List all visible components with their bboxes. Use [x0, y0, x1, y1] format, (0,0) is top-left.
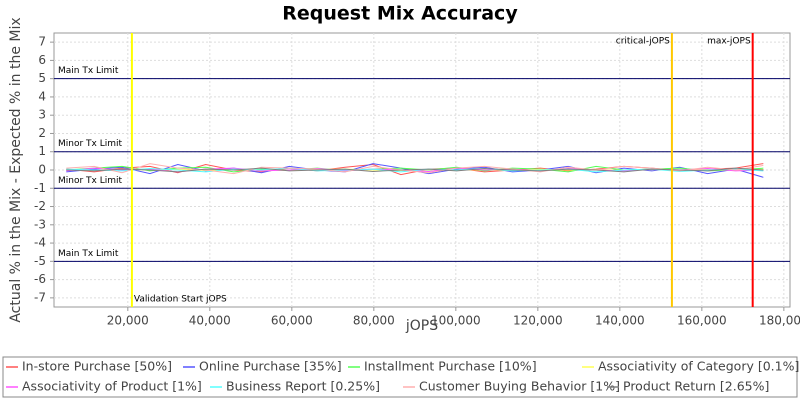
x-tick-label: 60,000	[271, 314, 313, 328]
marker-label: Validation Start jOPS	[134, 295, 227, 305]
y-tick-label: 4	[38, 89, 46, 103]
legend-label: Associativity of Category [0.1%]	[598, 359, 799, 374]
series-line	[66, 167, 764, 173]
legend-label: Customer Buying Behavior [1%]	[419, 379, 620, 394]
y-tick-label: -1	[34, 181, 46, 195]
x-tick-label: 140,000	[595, 314, 645, 328]
series-line	[66, 163, 764, 175]
limit-label: Minor Tx Limit	[58, 176, 123, 186]
y-tick-label: -6	[34, 272, 46, 286]
chart-title: Request Mix Accuracy	[282, 3, 518, 25]
legend-label: In-store Purchase [50%]	[22, 359, 172, 374]
y-tick-label: 2	[38, 126, 46, 140]
legend-label: Online Purchase [35%]	[199, 359, 342, 374]
legend-box	[2, 356, 798, 398]
legend-label: Associativity of Product [1%]	[22, 379, 202, 394]
x-tick-label: 120,000	[513, 314, 563, 328]
limit-label: Minor Tx Limit	[58, 139, 123, 149]
legend-label: Business Report [0.25%]	[226, 379, 380, 394]
y-axis-label: Actual % in the Mix - Expected % in the …	[8, 17, 24, 322]
marker-label: max-jOPS	[707, 37, 751, 47]
x-tick-label: 80,000	[353, 314, 395, 328]
y-tick-label: -5	[34, 254, 46, 268]
y-tick-label: 6	[38, 53, 46, 67]
y-tick-label: -3	[34, 217, 46, 231]
y-tick-label: 3	[38, 108, 46, 122]
y-tick-label: 1	[38, 144, 46, 158]
x-tick-label: 180,000	[759, 314, 800, 328]
marker-label: critical-jOPS	[616, 37, 670, 47]
legend-label: Product Return [2.65%]	[623, 379, 769, 394]
x-axis-label: jOPS	[405, 318, 438, 334]
x-tick-label: 160,000	[677, 314, 727, 328]
x-tick-label: 40,000	[189, 314, 231, 328]
y-tick-label: -7	[34, 290, 46, 304]
y-tick-label: 0	[38, 163, 46, 177]
limit-label: Main Tx Limit	[58, 66, 119, 76]
limit-label: Main Tx Limit	[58, 249, 119, 259]
legend-label: Installment Purchase [10%]	[364, 359, 537, 374]
x-tick-label: 100,000	[431, 314, 481, 328]
y-tick-label: -4	[34, 236, 46, 250]
y-tick-label: -2	[34, 199, 46, 213]
x-tick-label: 20,000	[107, 314, 149, 328]
y-tick-label: 5	[38, 71, 46, 85]
y-tick-label: 7	[38, 35, 46, 49]
